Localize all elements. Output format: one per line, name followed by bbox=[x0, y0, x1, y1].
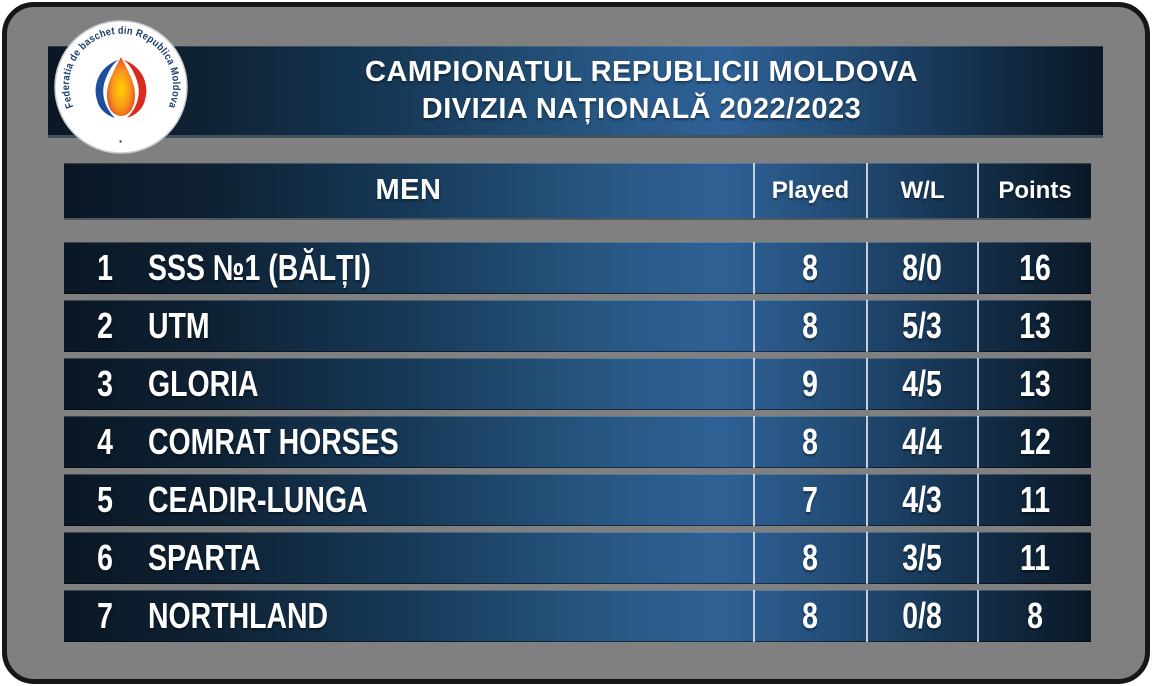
rank-value: 5 bbox=[97, 479, 113, 520]
played-value: 9 bbox=[802, 363, 819, 404]
federation-logo-icon: Federatia de baschet din Republica Moldo… bbox=[54, 20, 188, 154]
points-cell: 11 bbox=[977, 474, 1091, 526]
rank-value: 2 bbox=[97, 305, 113, 346]
played-value: 8 bbox=[802, 595, 819, 636]
team-cell: 3 GLORIA bbox=[64, 358, 753, 410]
team-cell: 2 UTM bbox=[64, 300, 753, 352]
wl-value: 4/4 bbox=[902, 421, 943, 462]
rank-value: 7 bbox=[97, 595, 113, 636]
played-cell: 8 bbox=[753, 242, 866, 294]
rank-value: 1 bbox=[97, 247, 113, 288]
wl-cell: 4/3 bbox=[866, 474, 977, 526]
wl-value: 0/8 bbox=[902, 595, 943, 636]
team-cell: 6 SPARTA bbox=[64, 532, 753, 584]
team-name: SSS №1 (BĂLȚI) bbox=[148, 247, 371, 288]
points-cell: 16 bbox=[977, 242, 1091, 294]
wl-cell: 0/8 bbox=[866, 590, 977, 642]
table-row: 6 SPARTA 8 3/5 11 bbox=[64, 532, 1091, 584]
played-value: 8 bbox=[802, 421, 819, 462]
table-row: 7 NORTHLAND 8 0/8 8 bbox=[64, 590, 1091, 642]
wl-cell: 4/4 bbox=[866, 416, 977, 468]
wl-cell: 5/3 bbox=[866, 300, 977, 352]
title-banner: CAMPIONATUL REPUBLICII MOLDOVA DIVIZIA N… bbox=[48, 46, 1103, 135]
rank-value: 3 bbox=[97, 363, 113, 404]
wl-value: 3/5 bbox=[902, 537, 943, 578]
points-cell: 11 bbox=[977, 532, 1091, 584]
federation-logo: Federatia de baschet din Republica Moldo… bbox=[54, 20, 188, 154]
team-name: NORTHLAND bbox=[148, 595, 329, 636]
wl-value: 8/0 bbox=[902, 247, 943, 288]
points-cell: 12 bbox=[977, 416, 1091, 468]
points-cell: 8 bbox=[977, 590, 1091, 642]
played-cell: 8 bbox=[753, 416, 866, 468]
played-cell: 7 bbox=[753, 474, 866, 526]
played-value: 8 bbox=[802, 247, 819, 288]
table-row: 5 CEADIR-LUNGA 7 4/3 11 bbox=[64, 474, 1091, 526]
team-name: UTM bbox=[148, 305, 210, 346]
played-cell: 8 bbox=[753, 300, 866, 352]
played-value: 8 bbox=[802, 537, 819, 578]
standings-table: 1 SSS №1 (BĂLȚI) 8 8/0 16 2 UTM 8 5/3 13… bbox=[64, 242, 1091, 648]
wl-cell: 8/0 bbox=[866, 242, 977, 294]
rank-value: 6 bbox=[97, 537, 113, 578]
points-value: 11 bbox=[1019, 537, 1051, 578]
team-cell: 7 NORTHLAND bbox=[64, 590, 753, 642]
points-value: 11 bbox=[1019, 479, 1051, 520]
team-name: SPARTA bbox=[148, 537, 261, 578]
points-value: 8 bbox=[1027, 595, 1043, 636]
logo-ring-separator-dot: · bbox=[119, 133, 124, 149]
team-cell: 5 CEADIR-LUNGA bbox=[64, 474, 753, 526]
wl-value: 4/3 bbox=[902, 479, 943, 520]
team-name: COMRAT HORSES bbox=[148, 421, 399, 462]
team-name: GLORIA bbox=[148, 363, 259, 404]
division-season-subtitle: DIVIZIA NAȚIONALĂ 2022/2023 bbox=[421, 92, 862, 125]
column-header-wl: W/L bbox=[866, 163, 977, 218]
wl-cell: 4/5 bbox=[866, 358, 977, 410]
table-row: 3 GLORIA 9 4/5 13 bbox=[64, 358, 1091, 410]
played-cell: 9 bbox=[753, 358, 866, 410]
played-value: 8 bbox=[802, 305, 819, 346]
group-header-men: MEN bbox=[375, 174, 442, 206]
points-value: 12 bbox=[1019, 421, 1051, 462]
played-cell: 8 bbox=[753, 590, 866, 642]
played-value: 7 bbox=[802, 479, 819, 520]
table-header-row: MEN Played W/L Points bbox=[64, 163, 1091, 218]
table-row: 4 COMRAT HORSES 8 4/4 12 bbox=[64, 416, 1091, 468]
wl-value: 5/3 bbox=[902, 305, 943, 346]
team-cell: 4 COMRAT HORSES bbox=[64, 416, 753, 468]
table-row: 2 UTM 8 5/3 13 bbox=[64, 300, 1091, 352]
points-value: 13 bbox=[1019, 363, 1051, 404]
logo-flame-emblem bbox=[95, 57, 147, 118]
points-cell: 13 bbox=[977, 300, 1091, 352]
points-cell: 13 bbox=[977, 358, 1091, 410]
wl-value: 4/5 bbox=[902, 363, 943, 404]
wl-cell: 3/5 bbox=[866, 532, 977, 584]
played-cell: 8 bbox=[753, 532, 866, 584]
championship-title: CAMPIONATUL REPUBLICII MOLDOVA bbox=[364, 55, 919, 88]
column-header-points: Points bbox=[977, 163, 1091, 218]
team-cell: 1 SSS №1 (BĂLȚI) bbox=[64, 242, 753, 294]
rank-value: 4 bbox=[97, 421, 113, 462]
points-value: 16 bbox=[1019, 247, 1051, 288]
team-name: CEADIR-LUNGA bbox=[148, 479, 368, 520]
column-header-played: Played bbox=[753, 163, 866, 218]
table-row: 1 SSS №1 (BĂLȚI) 8 8/0 16 bbox=[64, 242, 1091, 294]
points-value: 13 bbox=[1019, 305, 1051, 346]
